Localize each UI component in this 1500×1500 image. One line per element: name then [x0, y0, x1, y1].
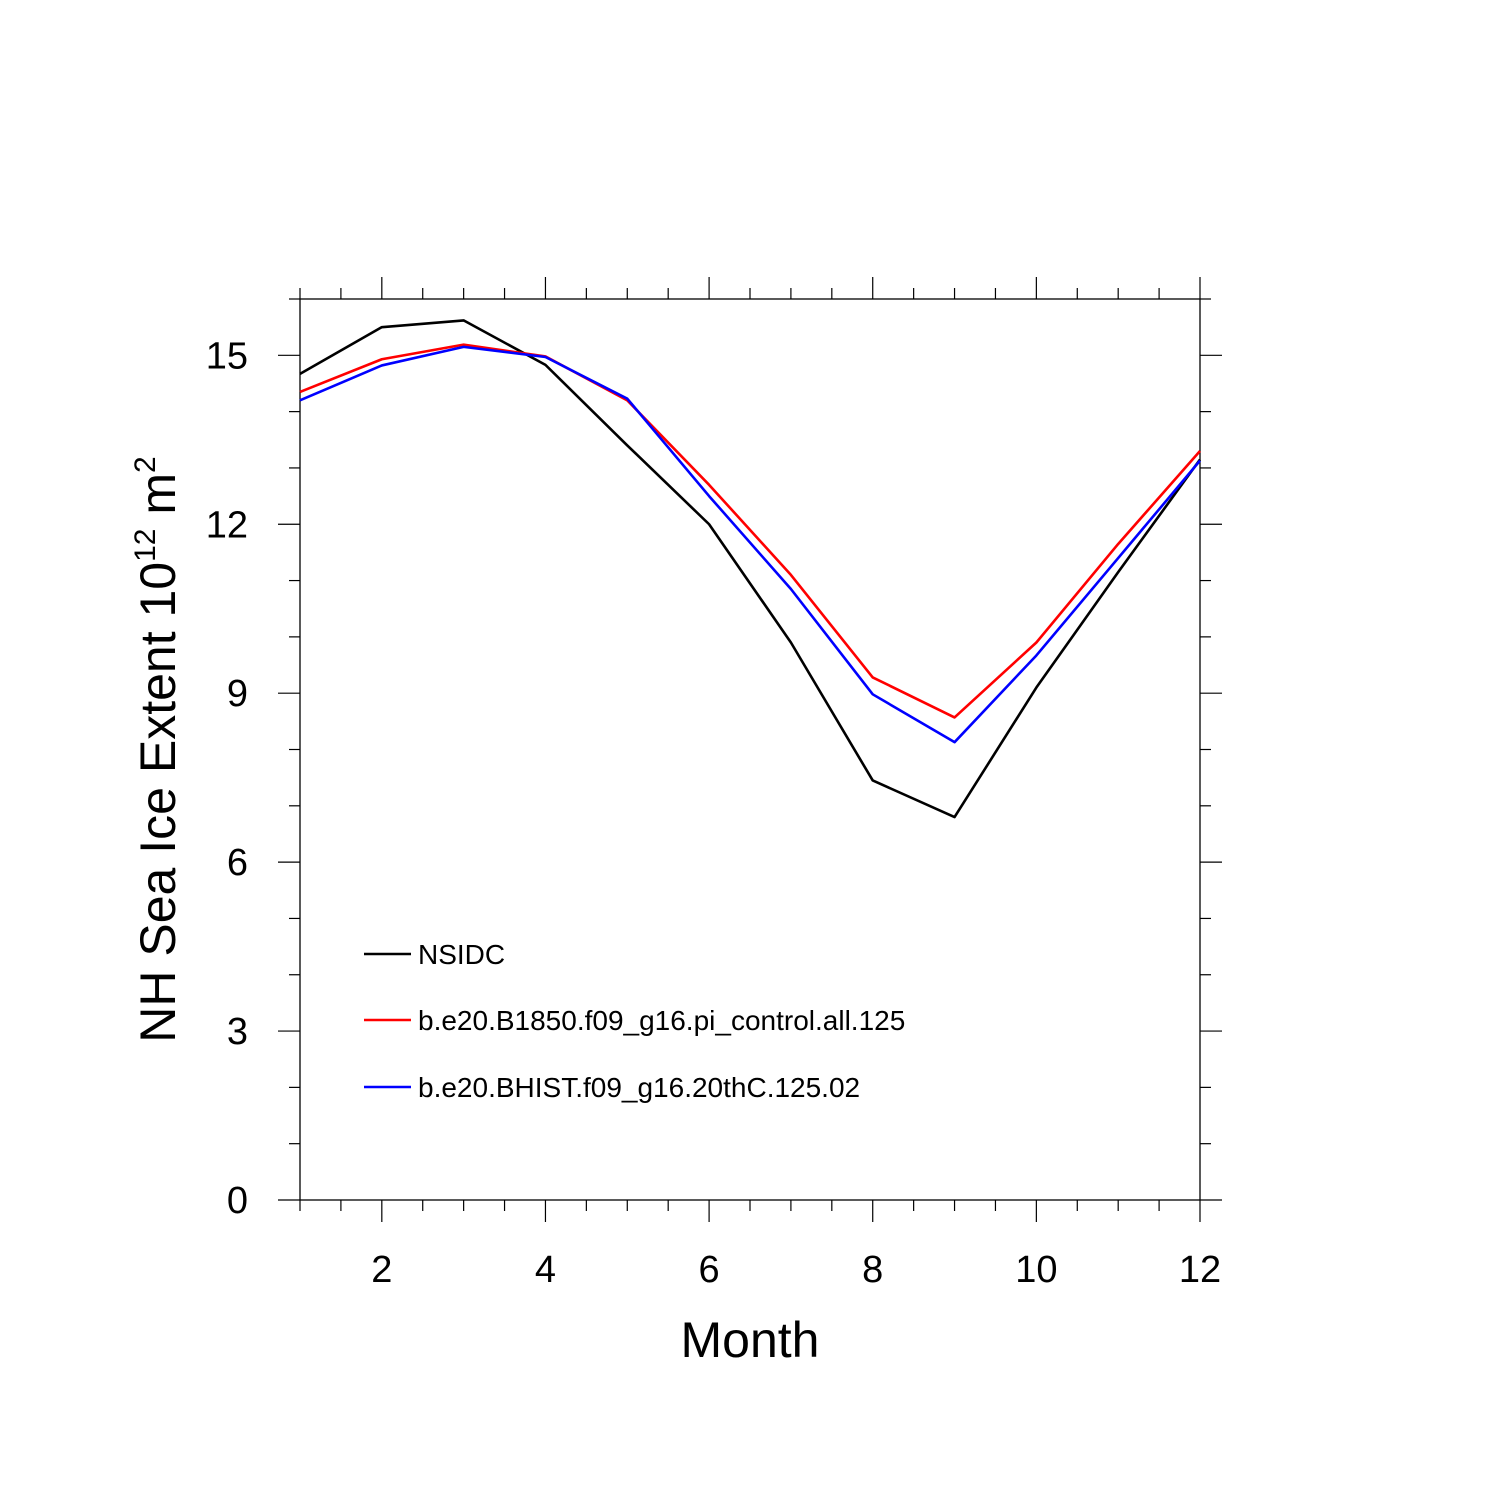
y-tick-label: 15 [206, 335, 248, 377]
y-tick-label: 12 [206, 504, 248, 546]
y-tick-label: 9 [227, 673, 248, 715]
legend: NSIDC b.e20.B1850.f09_g16.pi_control.all.… [364, 939, 905, 1103]
y-tick-label: 3 [227, 1011, 248, 1053]
axis-ticks [278, 277, 1222, 1222]
x-tick-label: 12 [1179, 1249, 1221, 1291]
x-tick-label: 8 [862, 1249, 883, 1291]
x-tick-label: 4 [535, 1249, 556, 1291]
x-tick-label: 10 [1015, 1249, 1057, 1291]
y-axis-label: NH Sea Ice Extent 1012 m2 [129, 456, 186, 1042]
y-axis-label-main: NH Sea Ice Extent 10 [130, 562, 186, 1043]
y-tick-label: 6 [227, 842, 248, 884]
series-line [299, 345, 1201, 744]
y-tick-labels: 0 3 6 9 12 15 [206, 335, 248, 1222]
y-axis-label-exponent2: 2 [129, 456, 162, 473]
x-tick-label: 6 [699, 1249, 720, 1291]
plot-frame [299, 298, 1201, 1201]
legend-label: b.e20.BHIST.f09_g16.20thC.125.02 [418, 1072, 860, 1103]
y-tick-label: 0 [227, 1180, 248, 1222]
y-axis-label-unit: m [130, 473, 186, 529]
series-line [299, 319, 1202, 819]
x-tick-labels: 2 4 6 8 10 12 [371, 1249, 1221, 1291]
legend-label: NSIDC [418, 939, 505, 970]
series-layer [299, 319, 1202, 819]
legend-label: b.e20.B1850.f09_g16.pi_control.all.125 [418, 1005, 905, 1036]
x-tick-label: 2 [371, 1249, 392, 1291]
x-axis-label: Month [681, 1312, 820, 1368]
series-line [299, 343, 1201, 719]
y-axis-label-exponent1: 12 [129, 529, 162, 562]
